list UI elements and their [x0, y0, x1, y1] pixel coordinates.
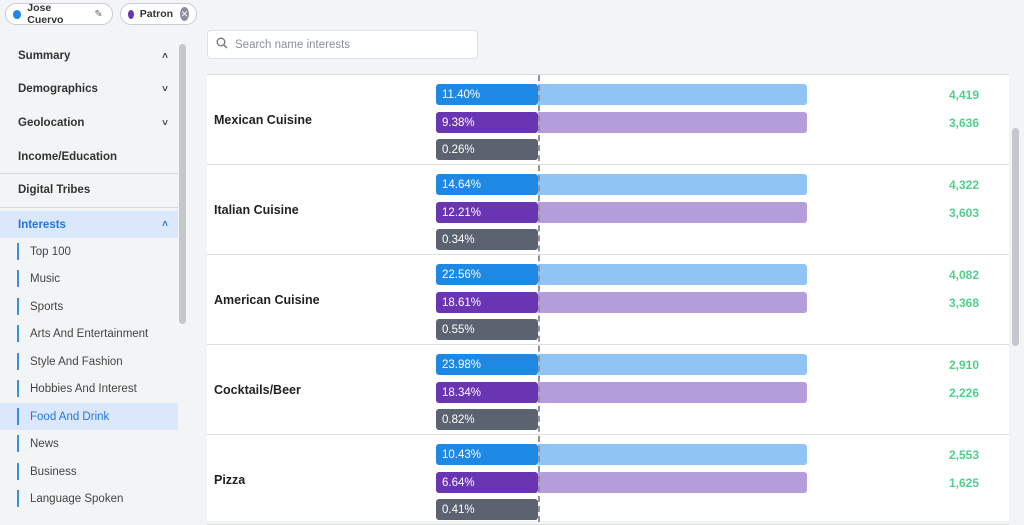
- sidebar-subitem-arts-and-entertainment[interactable]: Arts And Entertainment: [0, 320, 178, 347]
- brand-a-bar-extension: [538, 444, 807, 465]
- interests-table: Mexican Cuisine 11.40% 4,419 9.38% 3,636 0.26…: [207, 74, 1009, 525]
- search-placeholder: Search name interests: [235, 38, 351, 51]
- sidebar-item-income-education[interactable]: Income/Education: [0, 143, 178, 171]
- sidebar-item-label: Interests: [18, 218, 66, 231]
- sidebar-subitem-business[interactable]: Business: [0, 458, 178, 485]
- baseline-bar[interactable]: 0.41%: [436, 499, 538, 520]
- brand-a-bar[interactable]: 11.40%: [436, 84, 538, 105]
- main-scrollbar[interactable]: [1012, 128, 1019, 346]
- brand-a-bar[interactable]: 14.64%: [436, 174, 538, 195]
- brand-b-count: 1,625: [948, 475, 979, 490]
- brand-b-count: 3,636: [948, 115, 979, 130]
- brand-b-dot: [128, 9, 134, 19]
- sidebar-item-geolocation[interactable]: Geolocation ˅: [0, 109, 178, 137]
- brand-a-count: 4,082: [948, 267, 979, 282]
- sidebar-subitem-top-100[interactable]: Top 100: [0, 238, 178, 265]
- chevron-down-icon: ˅: [162, 117, 168, 129]
- brand-b-bar[interactable]: 12.21%: [436, 202, 538, 223]
- brand-a-count: 4,322: [948, 177, 979, 192]
- sidebar-subitem-music[interactable]: Music: [0, 265, 178, 292]
- interest-name: Mexican Cuisine: [214, 113, 312, 127]
- brand-b-bar[interactable]: 6.64%: [436, 472, 538, 493]
- sidebar-item-label: Demographics: [18, 83, 98, 95]
- interest-name: Italian Cuisine: [214, 203, 299, 217]
- interest-name: Pizza: [214, 473, 246, 487]
- sidebar-scrollbar[interactable]: [179, 44, 186, 324]
- interest-name: American Cuisine: [214, 293, 320, 307]
- sidebar-item-demographics[interactable]: Demographics ˅: [0, 75, 178, 103]
- brand-a-bar[interactable]: 10.43%: [436, 444, 538, 465]
- chevron-down-icon: ˅: [162, 83, 168, 95]
- sidebar-subitem-food-and-drink[interactable]: Food And Drink: [0, 403, 178, 430]
- brand-b-bar-extension: [538, 472, 807, 493]
- search-input[interactable]: Search name interests: [207, 30, 478, 59]
- interest-row: Mexican Cuisine 11.40% 4,419 9.38% 3,636 0.26…: [207, 75, 1009, 165]
- brand-a-count: 4,419: [948, 87, 979, 102]
- brand-b-bar[interactable]: 18.61%: [436, 292, 538, 313]
- sidebar-subitem-hobbies-and-interest[interactable]: Hobbies And Interest: [0, 375, 178, 402]
- brand-b-bar-extension: [538, 292, 807, 313]
- sidebar-subitem-sports[interactable]: Sports: [0, 293, 178, 320]
- chevron-up-icon: ˄: [162, 50, 168, 62]
- brand-a-bar-extension: [538, 174, 807, 195]
- chip-label: Jose Cuervo: [27, 2, 64, 26]
- divider: [0, 173, 178, 174]
- brand-b-count: 2,226: [948, 385, 979, 400]
- brand-a-count: 2,553: [948, 447, 979, 462]
- interest-row: American Cuisine 22.56% 4,082 18.61% 3,368 0.…: [207, 255, 1009, 345]
- brand-b-bar[interactable]: 9.38%: [436, 112, 538, 133]
- sidebar: Summary ˄ Demographics ˅ Geolocation ˅ I…: [0, 42, 178, 521]
- baseline-bar[interactable]: 0.26%: [436, 139, 538, 160]
- brand-a-dot: [13, 9, 22, 19]
- interest-row: Pizza 10.43% 2,553 6.64% 1,625 0.41%: [207, 435, 1009, 525]
- brand-a-bar-extension: [538, 264, 807, 285]
- interest-row: Cocktails/Beer 23.98% 2,910 18.34% 2,226 0.82…: [207, 345, 1009, 435]
- sidebar-item-label: Digital Tribes: [18, 184, 91, 196]
- close-icon[interactable]: ✕: [180, 7, 189, 21]
- brand-a-count: 2,910: [948, 357, 979, 372]
- brand-a-bar-extension: [538, 354, 807, 375]
- brand-b-bar-extension: [538, 112, 807, 133]
- baseline-marker: [538, 75, 540, 522]
- brand-b-bar-extension: [538, 382, 807, 403]
- brand-a-bar[interactable]: 22.56%: [436, 264, 538, 285]
- brand-b-bar[interactable]: 18.34%: [436, 382, 538, 403]
- baseline-bar[interactable]: 0.55%: [436, 319, 538, 340]
- divider: [0, 207, 178, 208]
- chip-patron[interactable]: Patron ✕: [120, 3, 197, 25]
- sidebar-item-summary[interactable]: Summary ˄: [0, 42, 178, 70]
- pencil-icon[interactable]: ✎: [94, 8, 103, 20]
- brand-b-count: 3,603: [948, 205, 979, 220]
- search-icon: [216, 37, 228, 52]
- brand-b-bar-extension: [538, 202, 807, 223]
- sidebar-item-digital-tribes[interactable]: Digital Tribes: [0, 176, 178, 204]
- chip-label: Patron: [139, 8, 174, 20]
- chip-jose-cuervo[interactable]: Jose Cuervo ✎: [5, 2, 113, 26]
- chevron-up-icon: ˄: [162, 219, 168, 230]
- brand-b-count: 3,368: [948, 295, 979, 310]
- baseline-bar[interactable]: 0.34%: [436, 229, 538, 250]
- brand-a-bar-extension: [538, 84, 807, 105]
- sidebar-subitem-language-spoken[interactable]: Language Spoken: [0, 485, 178, 512]
- baseline-bar[interactable]: 0.82%: [436, 409, 538, 430]
- top-filter-bar: Jose Cuervo ✎ Patron ✕: [0, 0, 1024, 28]
- sidebar-item-label: Geolocation: [18, 117, 85, 129]
- sidebar-item-label: Income/Education: [18, 151, 118, 163]
- sidebar-item-interests[interactable]: Interests ˄: [0, 211, 178, 238]
- sidebar-item-label: Summary: [18, 50, 71, 62]
- sidebar-subitem-news[interactable]: News: [0, 430, 178, 457]
- interest-row: Italian Cuisine 14.64% 4,322 12.21% 3,603 0.3…: [207, 165, 1009, 255]
- interest-name: Cocktails/Beer: [214, 383, 301, 397]
- sidebar-subitem-style-and-fashion[interactable]: Style And Fashion: [0, 348, 178, 375]
- brand-a-bar[interactable]: 23.98%: [436, 354, 538, 375]
